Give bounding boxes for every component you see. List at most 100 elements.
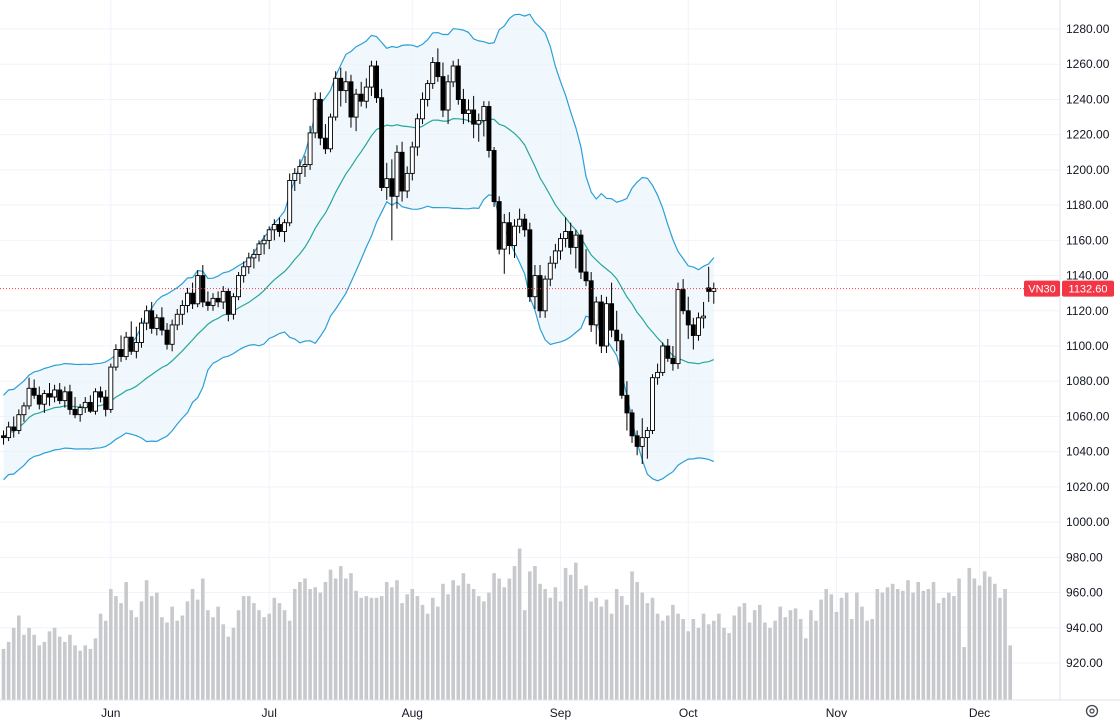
candle xyxy=(21,402,27,422)
time-tick-label: Sep xyxy=(550,706,572,720)
candle xyxy=(93,388,98,415)
volume-bar xyxy=(574,562,578,700)
volume-bar xyxy=(890,583,895,701)
candle xyxy=(266,226,272,250)
candle xyxy=(435,48,441,82)
volume-bar xyxy=(824,589,829,700)
volume-bar xyxy=(236,610,241,700)
volume-bar xyxy=(783,617,788,700)
volume-bar xyxy=(328,569,333,700)
candle xyxy=(236,272,242,301)
settings-button[interactable] xyxy=(1085,704,1099,718)
candle xyxy=(118,335,124,362)
price-tick-label: 1260.00 xyxy=(1066,57,1110,71)
volume-bar xyxy=(993,583,997,701)
candle xyxy=(506,212,512,255)
candle-body xyxy=(435,62,441,78)
candle xyxy=(1,430,6,445)
volume-bar xyxy=(98,613,103,700)
candle-body xyxy=(650,377,655,431)
candle xyxy=(103,390,109,417)
volume-bar xyxy=(369,597,374,700)
candle-body xyxy=(241,266,247,277)
volume-bar xyxy=(124,582,128,700)
volume-bar xyxy=(323,582,328,700)
volume-bar xyxy=(568,574,573,700)
candle xyxy=(629,409,635,443)
volume-bar xyxy=(405,594,409,700)
candle xyxy=(420,92,425,125)
candle xyxy=(466,99,471,123)
candle xyxy=(287,173,293,227)
volume-bar xyxy=(691,619,696,700)
volume-bar xyxy=(875,589,880,700)
volume-bar xyxy=(522,610,527,700)
candle xyxy=(619,333,625,399)
candle xyxy=(317,92,323,146)
candle-body xyxy=(87,401,93,412)
candle xyxy=(389,159,395,241)
candle xyxy=(578,229,584,280)
candle-body xyxy=(251,253,257,259)
candle-body xyxy=(379,97,385,188)
candle xyxy=(583,249,589,287)
candle xyxy=(476,113,482,142)
candle xyxy=(159,307,165,336)
candle xyxy=(174,309,180,331)
volume-bar xyxy=(650,597,655,700)
candle xyxy=(256,240,262,262)
candle xyxy=(450,60,456,88)
volume-bar xyxy=(308,589,312,700)
candle-body xyxy=(399,151,405,192)
price-tick-label: 960.00 xyxy=(1066,586,1103,600)
candle-body xyxy=(425,83,431,100)
volume-bar xyxy=(901,590,905,700)
volume-bar xyxy=(456,585,461,700)
gear-icon-center xyxy=(1089,708,1095,714)
volume-bar xyxy=(359,597,363,700)
volume-bar xyxy=(941,597,946,700)
candle-body xyxy=(496,201,502,250)
volume-bar xyxy=(241,596,246,700)
volume-bar xyxy=(415,596,420,700)
volume-bar xyxy=(579,589,583,700)
candle xyxy=(563,217,569,248)
candle-body xyxy=(271,224,277,231)
volume-bar xyxy=(706,624,711,700)
candle-body xyxy=(363,86,369,102)
volume-bar xyxy=(52,627,57,700)
volume-bar xyxy=(364,596,369,700)
volume-bar xyxy=(742,603,747,700)
candle-body xyxy=(384,178,390,188)
candle xyxy=(113,344,119,371)
candle-body xyxy=(604,303,609,347)
volume-bar xyxy=(282,610,287,700)
candle xyxy=(307,125,313,170)
time-axis[interactable]: Jun Jul Aug Sep Oct Nov Dec xyxy=(101,706,990,720)
candle-body xyxy=(220,290,226,303)
candle xyxy=(374,60,379,103)
volume-bar xyxy=(660,620,665,700)
volume-bar xyxy=(982,571,987,700)
volume-bar xyxy=(298,582,302,700)
volume-bar xyxy=(109,589,113,700)
candle-body xyxy=(614,329,620,342)
candle xyxy=(62,386,68,408)
candle xyxy=(532,264,538,310)
candle xyxy=(394,145,400,209)
candle xyxy=(680,279,686,315)
volume-bar xyxy=(829,594,834,700)
volume-bar xyxy=(906,580,910,700)
volume-bar xyxy=(42,641,47,700)
volume-bar xyxy=(666,615,670,700)
volume-bar xyxy=(139,601,144,700)
volume-bar xyxy=(885,587,890,700)
volume-bar xyxy=(962,647,966,700)
price-axis[interactable]: 920.00 940.00 960.00 980.00 1000.00 1020.00 10… xyxy=(1066,22,1110,670)
volume-bar xyxy=(63,641,67,700)
volume-bar xyxy=(788,610,793,700)
volume-bar xyxy=(778,606,783,700)
candle xyxy=(491,146,497,207)
candle-body xyxy=(210,297,216,306)
